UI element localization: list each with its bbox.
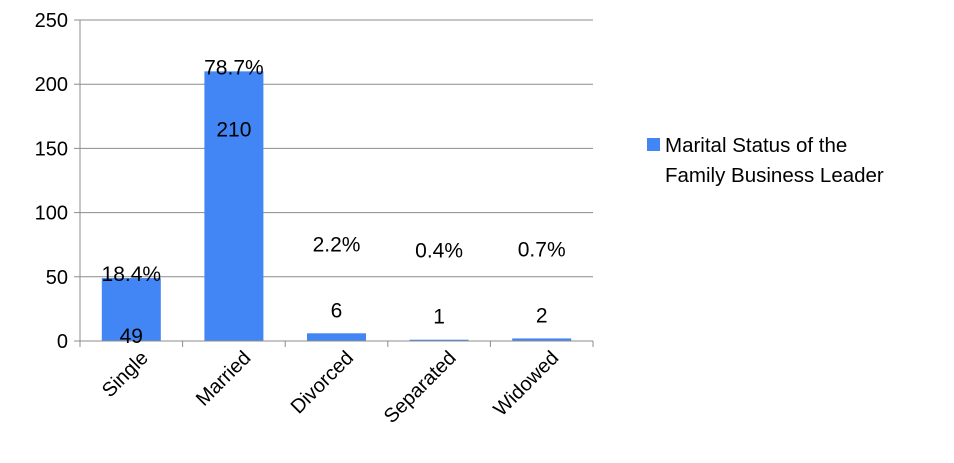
data-label-count: 49 [120,325,143,348]
data-label-count: 1 [433,306,445,329]
data-label-count: 2 [536,304,548,327]
axes [74,19,594,347]
x-category-label: Married [192,347,255,410]
x-category-label: Single [98,347,153,402]
bars [101,71,572,342]
y-tick-label: 100 [35,203,68,225]
x-category-label: Widowed [490,347,564,421]
legend-label-line-1: Marital Status of the [665,134,847,157]
legend-swatch [647,138,660,151]
bar-separated [409,339,469,341]
bar-single [101,278,161,341]
labels: 0 50 100 150 200 250 49 18.4% Single 210 78.7% Marr… [35,10,566,428]
data-label-count: 210 [216,118,251,141]
bar-married [204,71,264,342]
data-label-count: 6 [331,299,343,322]
data-label-percent: 0.7% [518,238,566,261]
y-tick-label: 200 [35,74,68,96]
y-tick-label: 50 [46,267,68,289]
bar-widowed [512,338,572,341]
legend-label-line-2: Family Business Leader [665,164,884,187]
legend: Marital Status of the Family Business Le… [647,134,884,187]
data-label-percent: 18.4% [102,263,162,286]
x-category-label: Separated [380,347,461,428]
x-category-label: Divorced [287,347,358,418]
data-label-percent: 0.4% [415,240,463,263]
y-tick-label: 150 [35,138,68,160]
data-label-percent: 2.2% [313,233,361,256]
y-tick-label: 250 [35,10,68,32]
bar-divorced [307,333,366,341]
y-tick-label: 0 [57,331,68,353]
data-label-percent: 78.7% [204,56,264,79]
gridlines [80,19,593,278]
